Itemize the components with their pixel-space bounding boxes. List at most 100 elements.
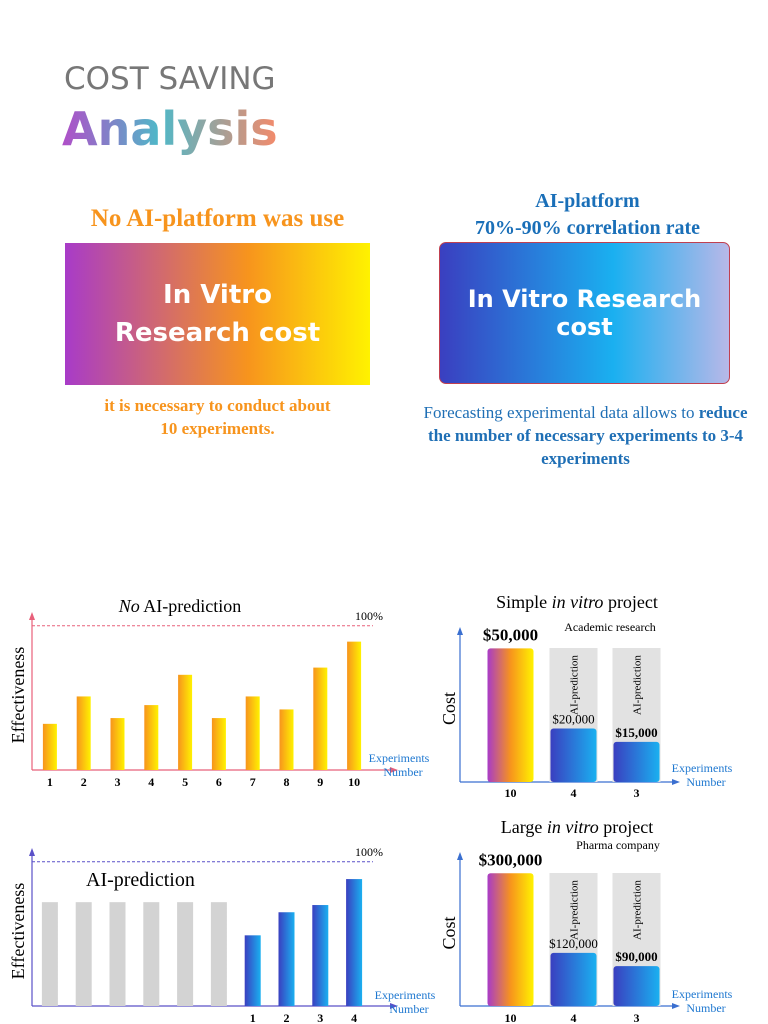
- x-axis-label: Experiments: [375, 988, 436, 1002]
- bar: [613, 966, 660, 1006]
- header-line1: COST SAVING: [64, 61, 276, 97]
- x-axis-arrow: [390, 767, 398, 773]
- chart-title: No AI-prediction: [118, 596, 242, 616]
- x-tick-label: 4: [148, 775, 154, 789]
- chart-title: Large in vitro project: [501, 817, 653, 837]
- highlight-label: AI-prediction: [632, 880, 644, 940]
- x-axis-arrow: [672, 1003, 680, 1009]
- highlight-label: AI-prediction: [569, 880, 581, 940]
- bar: [211, 718, 226, 770]
- x-tick-label: 7: [250, 775, 256, 789]
- reference-label: 100%: [355, 609, 383, 623]
- chart-title: Simple in vitro project: [496, 592, 658, 612]
- title-part: in vitro: [552, 592, 604, 612]
- x-axis-label: Number: [383, 765, 422, 779]
- x-tick-label: 9: [317, 775, 323, 789]
- bar: [143, 902, 160, 1006]
- y-axis-arrow: [457, 852, 463, 860]
- x-tick-label: 5: [182, 775, 188, 789]
- x-axis-label: Number: [686, 1001, 725, 1015]
- title-part: AI-prediction: [86, 869, 195, 891]
- chart-subtitle: Pharma company: [576, 838, 660, 852]
- bar: [42, 723, 57, 770]
- bar: [487, 873, 534, 1006]
- bar: [210, 902, 227, 1006]
- right-note-text: Forecasting experimental data allows to: [423, 403, 695, 422]
- bar: [278, 912, 295, 1006]
- right-heading-line: AI-platform: [535, 190, 640, 212]
- x-tick-label: 4: [351, 1011, 357, 1024]
- title-part: AI-prediction: [143, 596, 241, 616]
- right-box: In Vitro Research cost: [439, 242, 730, 384]
- bar: [144, 705, 159, 770]
- bar: [178, 674, 193, 770]
- bar: [550, 952, 597, 1006]
- x-tick-label: 3: [115, 775, 121, 789]
- y-axis-arrow: [457, 627, 463, 635]
- x-tick-label: 3: [317, 1011, 323, 1024]
- x-tick-label: 3: [634, 786, 640, 800]
- y-axis-label: Effectiveness: [8, 883, 28, 980]
- x-tick-label: 6: [216, 775, 222, 789]
- bar: [41, 902, 58, 1006]
- x-axis-label: Experiments: [672, 761, 733, 775]
- y-axis-label: Effectiveness: [8, 647, 28, 744]
- chart-subtitle: Academic research: [564, 620, 656, 634]
- y-axis-label: Cost: [439, 916, 459, 949]
- left-heading: No AI-platform was use: [90, 205, 345, 232]
- value-label: $300,000: [479, 850, 543, 869]
- left-note: it is necessary to conduct about 10 expe…: [104, 396, 331, 438]
- x-tick-label: 2: [81, 775, 87, 789]
- right-note-bold: reduce the number of necessary experimen…: [427, 403, 748, 468]
- right-heading-line: 70%-90% correlation rate: [474, 217, 701, 239]
- x-tick-label: 2: [284, 1011, 290, 1024]
- x-tick-label: 8: [284, 775, 290, 789]
- bar: [347, 641, 362, 770]
- x-axis-label: Experiments: [672, 987, 733, 1001]
- bar: [75, 902, 92, 1006]
- x-axis-label: Experiments: [369, 751, 430, 765]
- x-tick-label: 4: [571, 1011, 577, 1024]
- bar: [110, 718, 125, 770]
- bar: [245, 696, 260, 770]
- value-label: $120,000: [549, 936, 598, 951]
- x-tick-label: 10: [348, 775, 360, 789]
- value-label: $50,000: [483, 625, 538, 644]
- bar: [76, 696, 91, 770]
- title-part: Simple: [496, 592, 547, 612]
- y-axis-arrow: [29, 612, 35, 620]
- value-label: $20,000: [552, 712, 594, 727]
- x-tick-label: 1: [47, 775, 53, 789]
- x-tick-label: 4: [571, 786, 577, 800]
- bar: [487, 648, 534, 782]
- bar: [177, 902, 194, 1006]
- highlight-label: AI-prediction: [632, 655, 644, 715]
- bar: [550, 728, 597, 782]
- right-heading: AI-platform 70%-90% correlation rate: [420, 188, 755, 242]
- title-part: in vitro: [547, 817, 599, 837]
- bar: [109, 902, 126, 1006]
- x-axis-arrow: [390, 1003, 398, 1009]
- right-note: Forecasting experimental data allows to …: [418, 401, 753, 470]
- reference-label: 100%: [355, 845, 383, 859]
- left-box: In Vitro Research cost: [65, 243, 370, 385]
- x-tick-label: 3: [634, 1011, 640, 1024]
- highlight-label: AI-prediction: [569, 655, 581, 715]
- title-part: project: [608, 592, 658, 612]
- x-tick-label: 1: [250, 1011, 256, 1024]
- x-axis-label: Number: [389, 1002, 428, 1016]
- value-label: $90,000: [615, 949, 657, 964]
- title-part: Large: [501, 817, 543, 837]
- bar: [244, 935, 261, 1006]
- chart-title: AI-prediction: [86, 869, 195, 891]
- x-tick-label: 10: [505, 786, 517, 800]
- bar: [346, 879, 363, 1006]
- bar: [613, 741, 660, 782]
- title-part: No: [118, 596, 140, 616]
- x-tick-label: 10: [505, 1011, 517, 1024]
- x-axis-label: Number: [686, 775, 725, 789]
- y-axis-label: Cost: [439, 692, 459, 725]
- title-part: project: [603, 817, 653, 837]
